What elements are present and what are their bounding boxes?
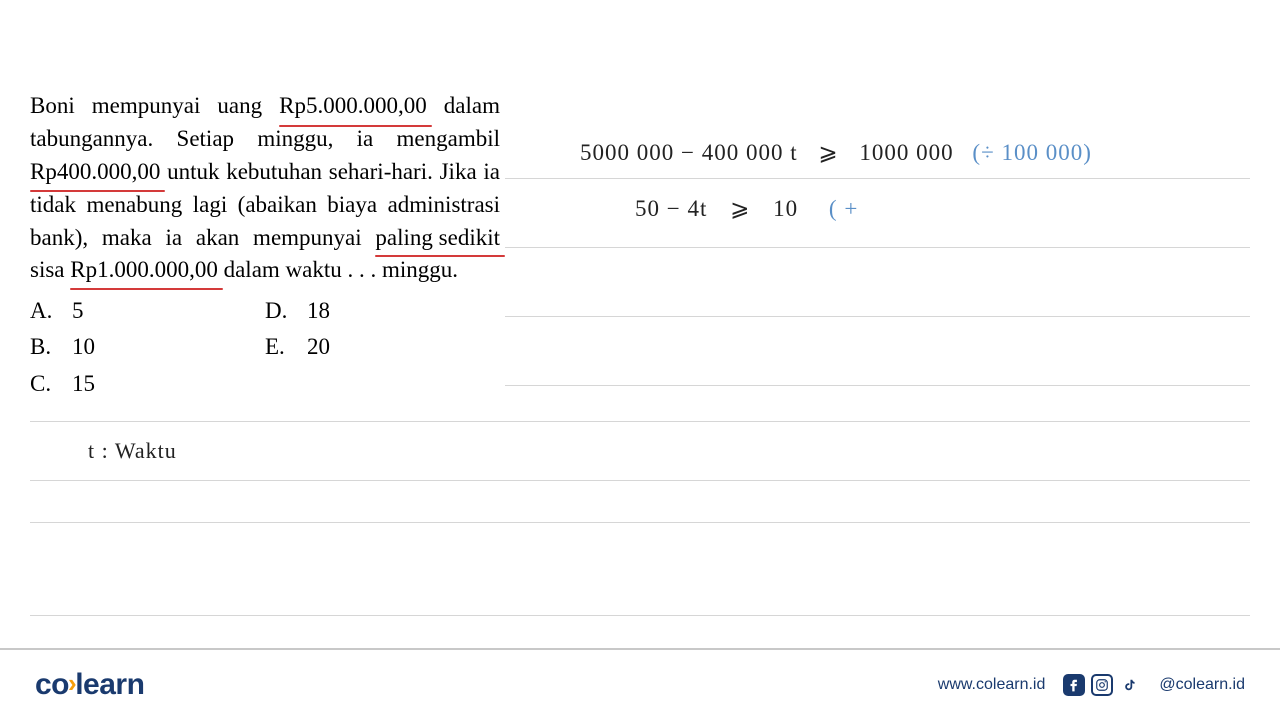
geq-symbol: ⩾ bbox=[818, 140, 838, 165]
footer-right: www.colearn.id @colearn.id bbox=[938, 674, 1245, 696]
ruled-line bbox=[505, 178, 1250, 179]
problem-text: Boni mempunyai uang Rp5.000.000,00 dalam… bbox=[30, 90, 500, 402]
option-value: 5 bbox=[72, 295, 84, 327]
problem-p1: Boni mempunyai uang bbox=[30, 93, 279, 118]
option-value: 15 bbox=[72, 368, 95, 400]
geq-symbol: ⩾ bbox=[730, 196, 750, 221]
website-url: www.colearn.id bbox=[938, 676, 1046, 694]
amount-3: Rp1.000.000,00 bbox=[70, 254, 218, 287]
option-e: E. 20 bbox=[265, 329, 500, 365]
ruled-line-full bbox=[30, 421, 1250, 422]
eq2-left: 50 − 4t bbox=[635, 196, 707, 221]
ruled-line bbox=[505, 316, 1250, 317]
amount-2: Rp400.000,00 bbox=[30, 156, 160, 189]
option-value: 18 bbox=[307, 295, 330, 327]
instagram-icon bbox=[1091, 674, 1113, 696]
option-label: E. bbox=[265, 331, 289, 363]
option-label: D. bbox=[265, 295, 289, 327]
ruled-line bbox=[505, 247, 1250, 248]
option-d: D. 18 bbox=[265, 293, 500, 329]
social-handle: @colearn.id bbox=[1159, 676, 1245, 694]
option-label: B. bbox=[30, 331, 54, 363]
tiktok-icon bbox=[1119, 674, 1141, 696]
hw-line-1: 5000 000 − 400 000 t ⩾ 1000 000 (÷ 100 0… bbox=[580, 140, 1092, 166]
amount-1: Rp5.000.000,00 bbox=[279, 90, 427, 123]
options-col-right: D. 18 E. 20 bbox=[265, 293, 500, 402]
logo-learn: learn bbox=[75, 668, 144, 701]
options-col-left: A. 5 B. 10 C. 15 bbox=[30, 293, 265, 402]
option-value: 20 bbox=[307, 331, 330, 363]
option-c: C. 15 bbox=[30, 366, 265, 402]
option-value: 10 bbox=[72, 331, 95, 363]
ruled-line bbox=[505, 385, 1250, 386]
problem-p5: dalam waktu . . . minggu. bbox=[218, 257, 458, 282]
eq2-right: 10 bbox=[773, 196, 798, 221]
brand-logo: co›learn bbox=[35, 668, 144, 702]
logo-co: co bbox=[35, 668, 69, 701]
ruled-line-full bbox=[30, 615, 1250, 616]
hw-line-2: 50 − 4t ⩾ 10 ( + bbox=[635, 196, 858, 222]
facebook-icon bbox=[1063, 674, 1085, 696]
social-icons bbox=[1063, 674, 1141, 696]
phrase-1: paling sedikit bbox=[375, 222, 500, 255]
option-label: A. bbox=[30, 295, 54, 327]
options: A. 5 B. 10 C. 15 D. 18 E. bbox=[30, 293, 500, 402]
option-a: A. 5 bbox=[30, 293, 265, 329]
eq1-left: 5000 000 − 400 000 t bbox=[580, 140, 798, 165]
option-b: B. 10 bbox=[30, 329, 265, 365]
problem-p4: sisa bbox=[30, 257, 70, 282]
ruled-line-full bbox=[30, 522, 1250, 523]
ruled-line-full bbox=[30, 480, 1250, 481]
eq1-right: 1000 000 bbox=[859, 140, 953, 165]
content-area: Boni mempunyai uang Rp5.000.000,00 dalam… bbox=[30, 90, 1250, 640]
footer: co›learn www.colearn.id @colearn.id bbox=[0, 648, 1280, 720]
eq2-note: ( + bbox=[829, 196, 858, 221]
t-definition: t : Waktu bbox=[88, 438, 177, 464]
eq1-note: (÷ 100 000) bbox=[972, 140, 1091, 165]
option-label: C. bbox=[30, 368, 54, 400]
